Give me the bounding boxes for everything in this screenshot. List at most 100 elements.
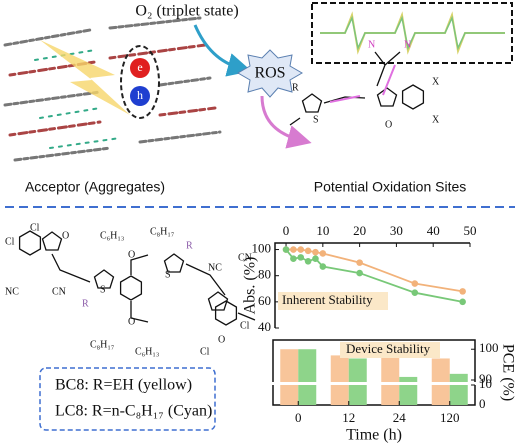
x-tick-label: 30 [390, 223, 403, 238]
x-tick-label: 12 [342, 410, 355, 425]
annotation: Device Stability [346, 341, 431, 356]
aggregate-stack-part [8, 106, 217, 137]
atom-label: N [368, 39, 375, 50]
data-point [356, 269, 363, 277]
aggregate-stack-part [3, 16, 202, 47]
structure-bottom-part [51, 253, 256, 323]
data-point [319, 263, 327, 270]
aggregate-stack-part [13, 130, 222, 162]
data-point [282, 246, 290, 253]
structure-bottom-part [119, 275, 143, 301]
x-tick-label: 24 [393, 410, 407, 425]
x-tick-label: 40 [427, 223, 440, 238]
atom-label: Cl [30, 222, 40, 233]
x-tick-label: 120 [440, 410, 460, 425]
data-point [459, 288, 466, 295]
arrow [193, 24, 252, 77]
bar [381, 355, 400, 405]
data-point [319, 250, 327, 257]
legend-box [39, 367, 216, 431]
epr-signal [320, 15, 505, 51]
bar [330, 355, 349, 405]
atom-label: O [385, 119, 392, 130]
hole [130, 86, 150, 106]
data-point [304, 247, 312, 255]
data-point [356, 259, 363, 266]
structure-bottom-part [18, 230, 42, 256]
bar [431, 358, 450, 405]
atom-label: Cl [5, 236, 15, 247]
atom-label: X [432, 76, 440, 87]
structure-top-part [329, 64, 396, 103]
y-tick-label: 90 [479, 371, 492, 386]
y-tick-label: 100 [252, 241, 272, 256]
aggregate-stack-part [8, 43, 207, 77]
structure-top-part [376, 87, 398, 107]
lc8-label: LC8: R=n-C₈H₁₇ (Cyan) [55, 403, 212, 420]
atom-label: NC [208, 262, 222, 273]
annotation-box [340, 342, 440, 358]
aggregate-stack-part [3, 76, 212, 107]
data-point [411, 280, 419, 287]
y-axis-title: PCE (%) [499, 344, 516, 401]
atom-label: C₆H₁₃ [100, 230, 124, 241]
x-tick-label: 50 [464, 223, 477, 238]
axis-break-band [267, 382, 481, 385]
data-point [411, 289, 419, 296]
ros-burst [237, 49, 303, 98]
data-point [304, 258, 312, 265]
electron-label: e [137, 60, 142, 74]
ros-label: ROS [254, 65, 285, 82]
exciton-ring [120, 45, 160, 119]
atom-label: R [82, 298, 89, 309]
atom-label: R [292, 82, 299, 93]
atom-label: NC [5, 286, 19, 297]
x-tick-label: 0 [295, 410, 302, 425]
data-point [312, 248, 319, 256]
atom-label: S [165, 269, 171, 280]
atom-label: C₈H₁₇ [150, 226, 174, 237]
annotation-box [278, 292, 388, 310]
atom-label: C₈H₁₇ [90, 339, 114, 350]
bar [280, 349, 299, 405]
bar [298, 349, 317, 405]
electron [130, 58, 150, 78]
aggregate-stack [3, 16, 222, 162]
x-tick-label: 0 [283, 223, 290, 238]
x-tick-label: 10 [316, 223, 329, 238]
plot-frame [272, 339, 476, 406]
bar [399, 376, 418, 405]
y-tick-label: 0 [479, 396, 486, 411]
structure-top-part [289, 51, 401, 126]
data-point [290, 246, 297, 253]
atom-label: R [186, 240, 193, 251]
data-point [297, 246, 305, 253]
hole-label: h [137, 88, 143, 102]
structure-bottom-part [41, 231, 63, 251]
atom-label: S [313, 114, 319, 125]
structure-bottom: Cl Cl NC CN O O R R S S O O C₆H₁₃ C₈H₁₇ … [5, 222, 256, 357]
atom-label: S [100, 284, 106, 295]
atom-label: CN [52, 286, 66, 297]
atom-label: N [404, 39, 411, 50]
arrow [260, 95, 312, 149]
y-tick-label: 40 [258, 319, 271, 334]
oxygen-label: O₂ (triplet state) [135, 3, 238, 20]
axis [274, 242, 470, 328]
data-point [459, 298, 466, 306]
y-tick-label: 10 [479, 376, 492, 391]
atom-label: O [218, 334, 225, 345]
atom-label: CN [238, 252, 252, 263]
y-tick-label: 100 [479, 340, 499, 355]
atom-label: O [128, 249, 135, 260]
data-point [312, 255, 319, 262]
atom-label: O [128, 316, 135, 327]
bar [449, 373, 468, 405]
atom-label: O [62, 230, 69, 241]
x-tick-label: 20 [353, 223, 366, 238]
series-line [286, 248, 463, 293]
data-point [297, 254, 305, 261]
y-axis-title: Abs. (%) [242, 257, 259, 315]
